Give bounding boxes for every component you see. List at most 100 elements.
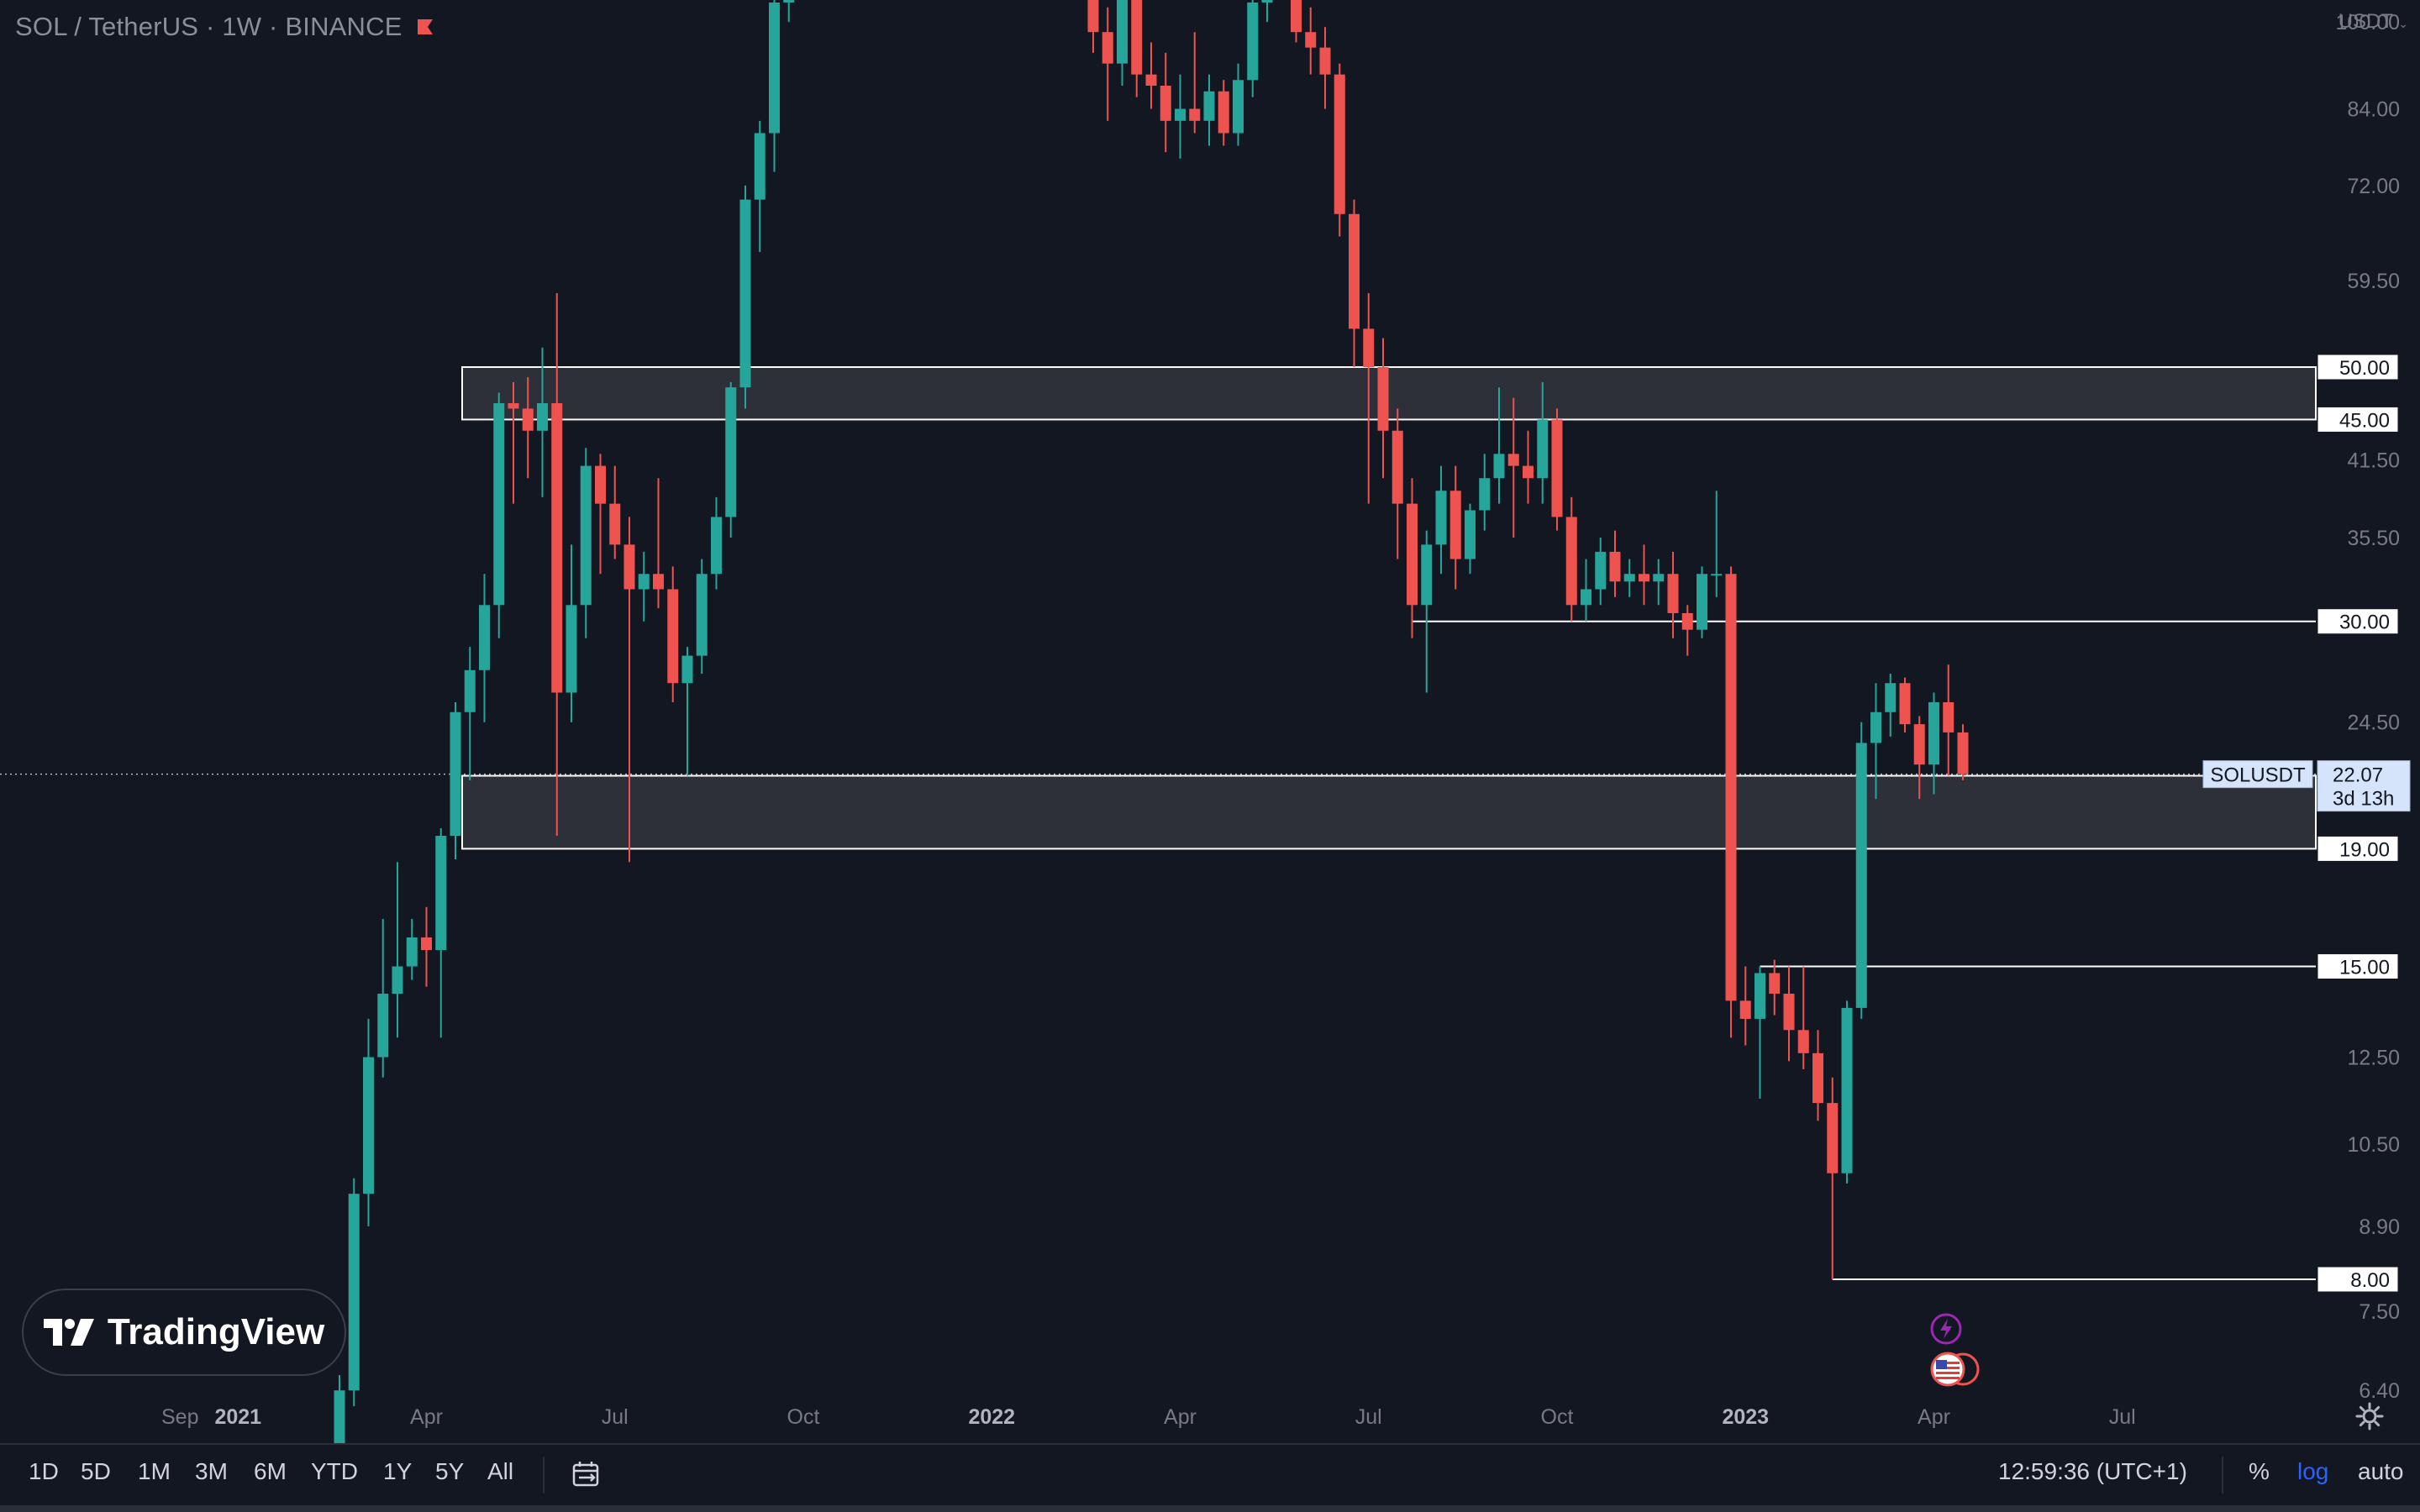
range-button-ytd[interactable]: YTD <box>311 1458 358 1484</box>
candle-body <box>348 1194 360 1391</box>
candle-body <box>595 465 606 504</box>
tradingview-logo-icon <box>43 1319 94 1346</box>
candle-body <box>1117 0 1128 64</box>
lightning-icon[interactable] <box>1929 1312 1963 1346</box>
chevron-down-icon: ⌄ <box>2398 17 2408 30</box>
candle-body <box>1623 574 1635 582</box>
logo-text: TradingView <box>107 1311 325 1352</box>
candle-body <box>1305 32 1317 48</box>
range-button-5y[interactable]: 5Y <box>435 1458 465 1484</box>
candle-body <box>537 403 548 431</box>
candle-body <box>1957 732 1969 774</box>
percent-toggle[interactable]: % <box>2249 1458 2270 1484</box>
utc-clock[interactable]: 12:59:36 (UTC+1) <box>1998 1458 2187 1484</box>
candle-body <box>406 937 418 967</box>
candle-body <box>1551 419 1563 517</box>
candle-body <box>1754 973 1765 1019</box>
level-price-tag-text: 30.00 <box>2339 612 2390 634</box>
candle-body <box>363 1057 374 1194</box>
last-price-tag-text: 22.07 <box>2333 764 2383 787</box>
candle-body <box>1581 589 1591 606</box>
candle-body <box>1421 544 1433 606</box>
levels-layer <box>0 620 2316 1280</box>
candle-body <box>1363 328 1375 367</box>
candle-body <box>1507 454 1519 466</box>
candle-body <box>1899 683 1911 725</box>
range-button-all[interactable]: All <box>487 1458 514 1484</box>
time-tick-label: Apr <box>1918 1405 1950 1429</box>
auto-toggle[interactable]: auto <box>2358 1458 2404 1484</box>
candle-body <box>1247 2 1259 81</box>
candle-body <box>392 966 403 994</box>
log-toggle[interactable]: log <box>2297 1458 2329 1484</box>
candle-body <box>725 387 737 517</box>
time-tick-label: Jul <box>1355 1405 1382 1429</box>
symbol-legend[interactable]: SOL / TetherUS · 1W · BINANCE <box>15 12 434 42</box>
tradingview-logo[interactable]: TradingView <box>22 1289 346 1376</box>
candle-body <box>377 993 389 1058</box>
candle-body <box>1261 0 1273 3</box>
candle-body <box>1407 503 1418 606</box>
currency-selector[interactable]: USDT ⌄ <box>2338 10 2408 34</box>
range-button-6m[interactable]: 6M <box>254 1458 287 1484</box>
candle-body <box>1175 108 1186 121</box>
candle-body <box>1377 367 1389 431</box>
candle-body <box>566 605 577 693</box>
candle-body <box>1681 612 1693 630</box>
level-price-tag-text: 15.00 <box>2339 956 2390 979</box>
price-tick-label: 84.00 <box>2347 98 2400 122</box>
candle-body <box>754 133 765 200</box>
symbol-tag-text: SOLUSDT <box>2210 764 2306 787</box>
candle-body <box>1841 1007 1853 1173</box>
candle-body <box>769 2 780 134</box>
bottom-strip <box>0 1505 2420 1512</box>
last-price-tag <box>2317 760 2411 812</box>
currency-label: USDT <box>2338 10 2393 33</box>
symbol-tag <box>2202 760 2313 789</box>
range-button-5d[interactable]: 5D <box>81 1458 111 1484</box>
range-button-1y[interactable]: 1Y <box>383 1458 413 1484</box>
level-price-tag-text: 50.00 <box>2339 357 2390 380</box>
price-tick-label: 12.50 <box>2347 1047 2400 1070</box>
us-flag-icon[interactable] <box>1929 1351 1981 1388</box>
price-tick-label: 7.50 <box>2359 1300 2400 1324</box>
price-tick-label: 10.50 <box>2347 1133 2400 1157</box>
candle-body <box>508 403 519 409</box>
candle-body <box>1783 993 1795 1031</box>
candle-body <box>1523 465 1534 479</box>
candle-body <box>1928 702 1939 765</box>
support-zone <box>461 366 2317 421</box>
candle-body <box>696 574 708 656</box>
time-tick-label: Apr <box>410 1405 443 1429</box>
flag-icon[interactable] <box>416 18 434 36</box>
price-tick-label: 8.90 <box>2359 1215 2400 1239</box>
price-chart[interactable]: 320.00260.00220.00180.00150.00120.00100.… <box>0 0 2420 1443</box>
time-tick-label: 2022 <box>968 1405 1015 1429</box>
candle-body <box>1392 430 1403 504</box>
price-tick-label: 6.40 <box>2359 1379 2400 1403</box>
candle-body <box>1334 74 1345 214</box>
candle-body <box>1203 91 1215 121</box>
candle-body <box>1812 1053 1823 1104</box>
time-axis[interactable]: Sep 2021 Apr Jul Oct 2022 Apr Jul Oct 2023 Apr Jul <box>161 1405 2136 1429</box>
candle-body <box>653 574 664 590</box>
price-axis[interactable]: 320.00260.00220.00180.00150.00120.00100.… <box>2336 0 2400 1403</box>
candle-body <box>1855 743 1867 1008</box>
candle-body <box>1711 574 1723 576</box>
range-button-3m[interactable]: 3M <box>195 1458 228 1484</box>
candle-body <box>711 517 722 575</box>
gear-icon[interactable] <box>2354 1401 2385 1431</box>
candle-body <box>1565 517 1577 606</box>
countdown-tag-text: 3d 13h <box>2333 788 2394 811</box>
calendar-range-icon[interactable] <box>571 1460 602 1488</box>
time-tick-label: Oct <box>1541 1405 1574 1429</box>
toolbar-separator <box>2222 1457 2223 1494</box>
level-price-tag-text: 45.00 <box>2339 409 2390 432</box>
price-tick-label: 100.00 <box>2336 11 2400 34</box>
symbol-title: SOL / TetherUS · 1W · BINANCE <box>15 12 402 41</box>
range-button-1m[interactable]: 1M <box>138 1458 171 1484</box>
candle-body <box>1102 32 1113 64</box>
candle-body <box>1739 1000 1751 1019</box>
range-button-1d[interactable]: 1D <box>29 1458 59 1484</box>
candle-body <box>1189 108 1201 121</box>
